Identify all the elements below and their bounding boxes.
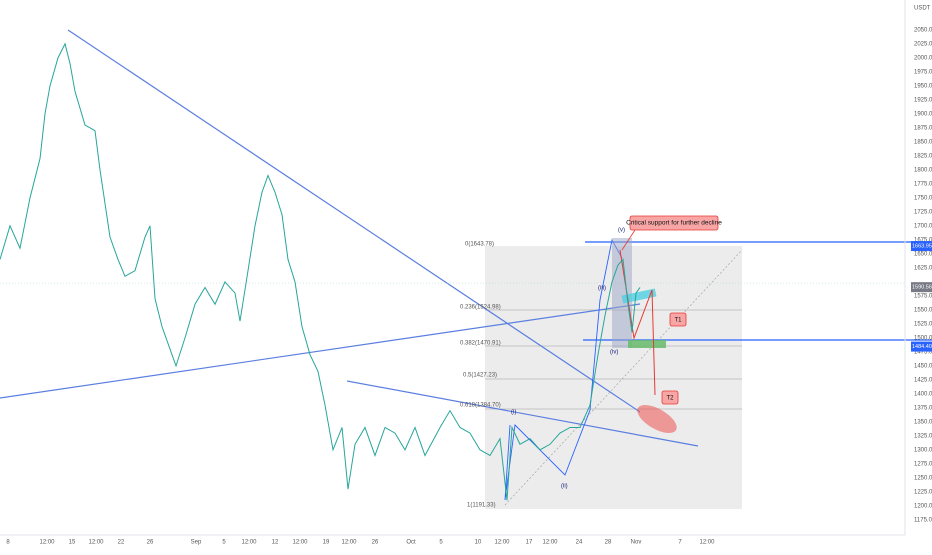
- fib-label: 0.618(1384.70): [460, 403, 501, 409]
- x-tick-label: 7: [678, 540, 682, 546]
- x-tick-label: 22: [118, 540, 125, 546]
- price-tag-label: 1590.56: [912, 285, 932, 291]
- x-tick-label: 12:00: [699, 540, 715, 546]
- y-tick-label: 1300.00: [914, 447, 932, 453]
- price-line: [0, 42, 641, 501]
- fib-label: 0(1643.78): [465, 242, 494, 248]
- callout-box: [629, 215, 719, 231]
- x-tick-label: 15: [69, 540, 76, 546]
- fib-label: 0.382(1470.91): [460, 341, 501, 347]
- price-tag: [911, 341, 932, 352]
- y-tick-label: 1650.00: [914, 251, 932, 257]
- support-zone: [621, 288, 657, 304]
- x-tick-label: 12: [272, 540, 279, 546]
- wave-path: [504, 238, 623, 501]
- y-tick-label: 1200.00: [914, 503, 932, 509]
- y-tick-label: 1250.00: [914, 475, 932, 481]
- wave-label: (v): [618, 228, 625, 234]
- y-tick-label: 1625.00: [914, 265, 932, 271]
- x-tick-label: Nov: [631, 540, 642, 546]
- price-tag: [911, 282, 932, 293]
- x-tick-label: 8: [6, 540, 10, 546]
- y-tick-label: 1325.00: [914, 433, 932, 439]
- y-tick-label: 1275.00: [914, 461, 932, 467]
- y-tick-label: 1175.00: [914, 517, 932, 523]
- x-tick-label: 12:00: [542, 540, 558, 546]
- y-tick-label: 1825.00: [914, 153, 932, 159]
- x-tick-label: Oct: [406, 540, 416, 546]
- price-tag-label: 1484.40: [912, 344, 932, 350]
- fib-label: 0.236(1524.98): [460, 305, 501, 311]
- x-tick-label: 10: [475, 540, 482, 546]
- y-tick-label: 1550.00: [914, 307, 932, 313]
- y-tick-label: 1375.00: [914, 405, 932, 411]
- price-tag: [911, 241, 932, 252]
- trend-line: [0, 303, 641, 399]
- wave-label: (iv): [610, 350, 618, 356]
- trend-line: [346, 380, 699, 447]
- x-tick-label: 5: [439, 540, 443, 546]
- y-tick-label: 1225.00: [914, 489, 932, 495]
- target-ellipse: [637, 405, 677, 433]
- y-tick-label: 1400.00: [914, 391, 932, 397]
- y-tick-label: 2025.00: [914, 41, 932, 47]
- x-tick-label: 24: [576, 540, 583, 546]
- callout-pointer: [621, 229, 636, 251]
- x-tick-label: Sep: [191, 540, 202, 546]
- x-tick-label: 12:00: [241, 540, 257, 546]
- x-tick-label: 19: [323, 540, 330, 546]
- price-tag-label: 1663.95: [912, 243, 932, 249]
- x-tick-label: 12:00: [341, 540, 357, 546]
- x-tick-label: 17: [526, 540, 533, 546]
- x-tick-label: 28: [605, 540, 612, 546]
- wave-label: (i): [511, 410, 516, 416]
- x-tick-label: 12:00: [39, 540, 55, 546]
- y-tick-label: 1350.00: [914, 419, 932, 425]
- y-tick-label: 1975.00: [914, 69, 932, 75]
- t1-label: T1: [674, 318, 682, 324]
- currency-label: USDT: [914, 6, 931, 12]
- wave-zone: [612, 238, 632, 348]
- target-zone: [628, 340, 666, 348]
- y-tick-label: 1525.00: [914, 321, 932, 327]
- y-tick-label: 1775.00: [914, 181, 932, 187]
- y-tick-label: 1950.00: [914, 83, 932, 89]
- y-tick-label: 1475.00: [914, 349, 932, 355]
- y-tick-label: 2000.00: [914, 55, 932, 61]
- wave-label: (ii): [561, 484, 568, 490]
- y-tick-label: 1850.00: [914, 139, 932, 145]
- y-tick-label: 1425.00: [914, 377, 932, 383]
- x-tick-label: 5: [222, 540, 226, 546]
- y-tick-label: 2050.00: [914, 27, 932, 33]
- x-tick-label: 12:00: [292, 540, 308, 546]
- y-tick-label: 1925.00: [914, 97, 932, 103]
- y-tick-label: 1750.00: [914, 195, 932, 201]
- fib-label: 0.5(1427.23): [463, 373, 497, 379]
- x-tick-label: 12:00: [494, 540, 510, 546]
- y-tick-label: 1875.00: [914, 125, 932, 131]
- y-tick-label: 1675.00: [914, 237, 932, 243]
- y-tick-label: 1500.00: [914, 335, 932, 341]
- t2-label: T2: [666, 396, 674, 402]
- x-tick-label: 26: [372, 540, 379, 546]
- y-tick-label: 1700.00: [914, 223, 932, 229]
- trend-line: [67, 29, 641, 413]
- y-tick-label: 1900.00: [914, 111, 932, 117]
- x-tick-label: 12:00: [88, 540, 104, 546]
- wave-label: (iii): [598, 286, 606, 292]
- x-tick-label: 26: [147, 540, 154, 546]
- y-tick-label: 1800.00: [914, 167, 932, 173]
- fib-label: 1(1191.33): [467, 503, 496, 509]
- t2-box: [661, 390, 679, 405]
- y-tick-label: 1450.00: [914, 363, 932, 369]
- y-tick-label: 1575.00: [914, 293, 932, 299]
- y-tick-label: 1725.00: [914, 209, 932, 215]
- callout-text: Critical support for further decline: [626, 220, 722, 227]
- t1-box: [669, 312, 687, 327]
